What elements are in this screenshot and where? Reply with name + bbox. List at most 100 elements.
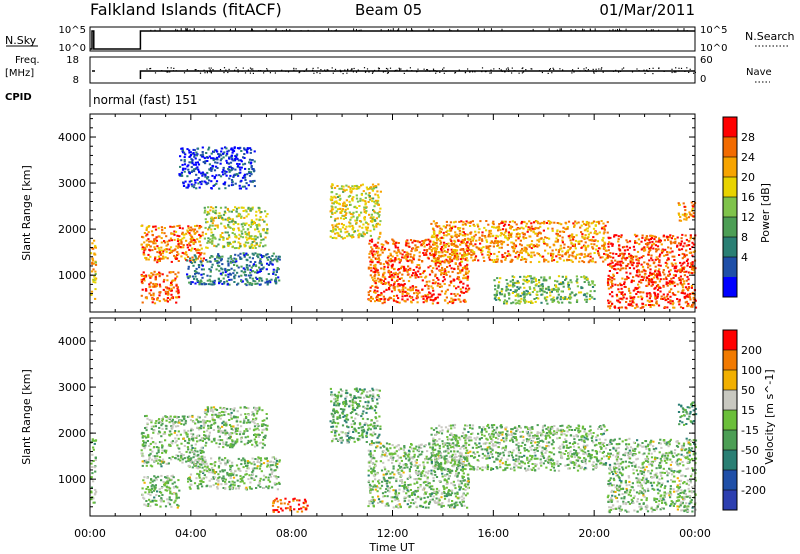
data-cell xyxy=(200,183,203,186)
nave-dot xyxy=(350,69,352,71)
data-cell xyxy=(433,254,436,257)
data-cell xyxy=(357,236,360,239)
data-cell xyxy=(684,215,687,218)
data-cell xyxy=(260,277,263,280)
data-cell xyxy=(691,241,694,244)
data-cell xyxy=(456,277,459,280)
data-cell xyxy=(218,280,221,283)
data-cell xyxy=(246,238,249,241)
data-cell xyxy=(640,298,643,301)
data-cell xyxy=(216,150,219,153)
data-cell xyxy=(363,218,366,221)
data-cell xyxy=(465,276,468,279)
data-cell xyxy=(203,283,206,286)
data-cell xyxy=(504,220,507,223)
data-cell xyxy=(150,230,154,233)
data-cell xyxy=(231,232,234,234)
data-cell xyxy=(660,295,663,298)
data-cell xyxy=(380,248,383,251)
data-cell xyxy=(393,260,396,263)
data-cell xyxy=(530,222,533,225)
data-cell xyxy=(601,256,604,259)
data-cell xyxy=(547,285,550,288)
data-cell xyxy=(412,256,415,259)
data-cell xyxy=(200,252,203,254)
data-cell xyxy=(543,242,546,245)
data-cell xyxy=(246,151,249,154)
data-cell xyxy=(95,490,98,493)
data-cell xyxy=(244,270,247,273)
data-cell xyxy=(190,229,193,232)
data-cell xyxy=(393,281,396,284)
data-cell xyxy=(168,252,171,254)
data-cell xyxy=(195,272,198,274)
data-cell xyxy=(249,246,252,249)
data-cell xyxy=(635,241,638,244)
data-cell xyxy=(414,273,417,275)
data-cell xyxy=(219,206,223,209)
data-cell xyxy=(642,276,645,279)
data-cell xyxy=(356,200,360,203)
data-cell xyxy=(541,285,544,288)
data-cell xyxy=(169,249,172,252)
data-cell xyxy=(240,217,243,219)
data-cell xyxy=(253,244,256,247)
data-cell xyxy=(266,256,269,259)
data-cell xyxy=(692,243,695,246)
data-cell xyxy=(648,247,651,250)
data-cell xyxy=(497,286,500,289)
data-cell xyxy=(378,223,381,226)
data-cell xyxy=(329,235,332,238)
y-tick-label: 3000 xyxy=(58,177,86,190)
data-cell xyxy=(162,416,165,419)
data-cell xyxy=(432,228,435,231)
data-cell xyxy=(692,302,695,305)
data-cell xyxy=(187,171,191,173)
data-cell xyxy=(387,283,391,286)
data-cell xyxy=(574,239,578,242)
data-cell xyxy=(221,263,224,266)
data-cell xyxy=(629,254,632,257)
data-cell xyxy=(244,231,247,234)
data-cell xyxy=(638,280,641,283)
data-cell xyxy=(254,276,258,279)
data-cell xyxy=(181,231,184,234)
data-cell xyxy=(91,466,94,468)
data-cell xyxy=(654,265,657,268)
data-cell xyxy=(183,236,186,239)
data-cell xyxy=(222,156,225,159)
data-cell xyxy=(530,301,533,304)
data-cell xyxy=(443,299,447,302)
data-cell xyxy=(435,242,438,245)
data-cell xyxy=(478,238,481,241)
data-cell xyxy=(669,302,672,305)
nave-dot xyxy=(237,71,239,73)
data-cell xyxy=(543,220,546,223)
data-cell xyxy=(562,282,565,285)
data-cell xyxy=(455,244,458,247)
data-cell xyxy=(234,253,237,256)
data-cell xyxy=(459,258,462,261)
data-cell xyxy=(691,246,694,248)
data-cell xyxy=(482,256,485,259)
data-cell xyxy=(190,180,193,183)
data-cell xyxy=(434,260,437,263)
data-cell xyxy=(556,233,559,236)
nave-dot xyxy=(600,68,602,70)
data-cell xyxy=(275,259,278,262)
data-cell xyxy=(424,299,427,302)
nave-dot xyxy=(249,72,251,74)
data-cell xyxy=(664,276,668,279)
data-cell xyxy=(568,254,571,257)
data-cell xyxy=(377,196,380,199)
data-cell xyxy=(436,239,439,242)
data-cell xyxy=(398,258,401,261)
data-cell xyxy=(494,288,497,291)
data-cell xyxy=(428,291,431,294)
data-cell xyxy=(541,287,544,290)
data-cell xyxy=(336,217,339,220)
data-cell xyxy=(446,266,449,268)
data-cell xyxy=(440,272,443,274)
nave-dot xyxy=(538,70,541,72)
data-cell xyxy=(90,290,94,293)
